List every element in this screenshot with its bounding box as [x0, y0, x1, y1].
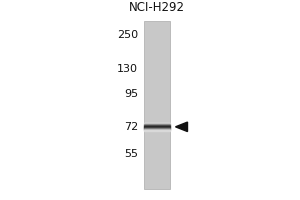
- Bar: [144, 123, 170, 124]
- Bar: [144, 128, 170, 129]
- Bar: [144, 127, 170, 128]
- Text: 95: 95: [124, 89, 138, 99]
- Bar: [144, 21, 170, 189]
- Bar: [144, 130, 170, 131]
- Text: 250: 250: [117, 30, 138, 40]
- Bar: [144, 126, 170, 127]
- Bar: [144, 125, 170, 126]
- Text: 72: 72: [124, 122, 138, 132]
- Polygon shape: [176, 122, 188, 132]
- Text: 55: 55: [124, 149, 138, 159]
- Bar: [144, 124, 170, 125]
- Text: NCI-H292: NCI-H292: [129, 1, 185, 14]
- Bar: [144, 129, 170, 130]
- Text: 130: 130: [117, 64, 138, 74]
